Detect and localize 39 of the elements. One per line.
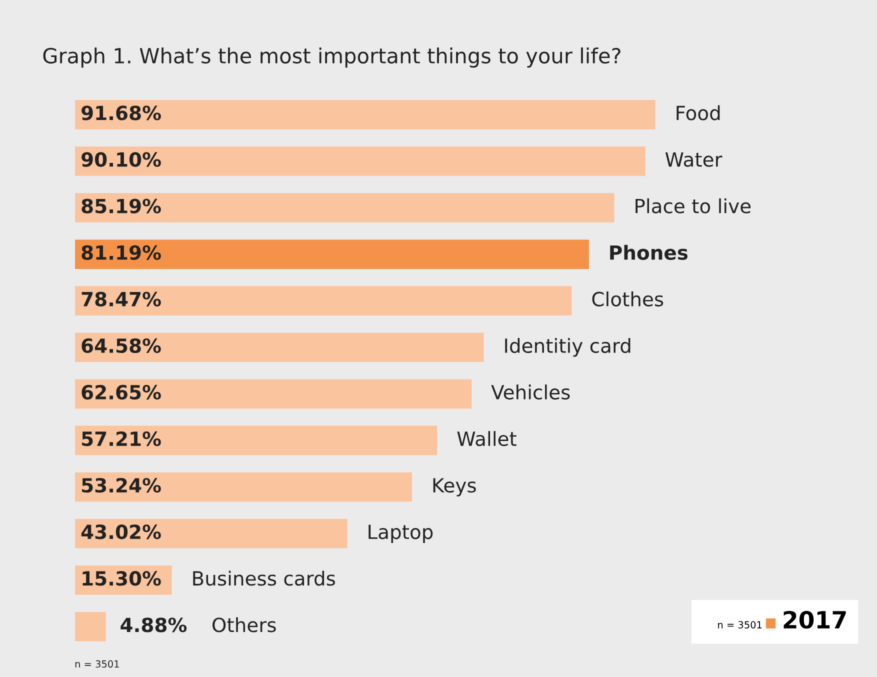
bar	[74, 286, 572, 316]
data-label: 85.19%	[82, 198, 161, 214]
data-label: 78.47%	[82, 292, 161, 306]
y-tick-label: Wallet	[457, 431, 516, 446]
bar	[74, 240, 589, 269]
data-label: 57.21%	[82, 431, 161, 446]
data-label: 53.24%	[82, 478, 161, 493]
y-tick-label: Identitiy card	[505, 338, 630, 357]
y-tick-label: Place to live	[636, 198, 751, 214]
data-label: 91.68%	[82, 106, 161, 120]
data-label: 4.88%	[120, 618, 187, 632]
bar	[74, 193, 614, 222]
y-tick-label: Food	[676, 105, 720, 120]
text: n = 3501	[75, 660, 119, 668]
data-label: 81.19%	[82, 245, 161, 260]
bar	[74, 379, 472, 409]
legend-label: 2017	[784, 610, 846, 629]
bar	[74, 518, 348, 548]
y-tick-label: Clothes	[592, 291, 664, 306]
y-tick-label: Laptop	[368, 524, 433, 543]
data-label: 43.02%	[81, 524, 161, 540]
data-label: 62.65%	[82, 384, 161, 400]
bar	[74, 472, 412, 502]
y-tick-label: Keys	[433, 478, 476, 496]
data-label: 64.58%	[82, 338, 161, 354]
y-tick-label: Phones	[610, 244, 688, 260]
legend-title: n = 3501	[718, 621, 762, 628]
data-label: 90.10%	[82, 152, 161, 167]
y-tick-label: Business cards	[193, 570, 335, 586]
bar	[74, 100, 656, 130]
data-label: 15.30%	[82, 571, 161, 586]
chart-title: Graph 1. What’s the most important things to your life?	[43, 47, 620, 68]
bar	[74, 426, 438, 456]
bar	[74, 146, 646, 176]
y-tick-label: Others	[212, 617, 276, 632]
y-tick-label: Water	[665, 152, 722, 167]
y-tick-label: Vehicles	[491, 384, 570, 400]
bar	[74, 612, 106, 642]
bar	[74, 332, 484, 362]
